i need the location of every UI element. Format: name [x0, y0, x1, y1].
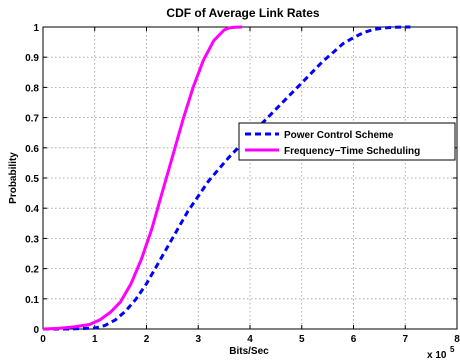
x-tick-label: 1 — [92, 334, 98, 345]
x-tick-label: 4 — [247, 334, 253, 345]
legend-label-power-control: Power Control Scheme — [284, 130, 394, 141]
x-multiplier-exponent: 5 — [450, 345, 455, 354]
y-tick-label: 0.2 — [25, 265, 39, 276]
y-tick-label: 0.8 — [25, 83, 39, 94]
x-tick-label: 2 — [144, 334, 150, 345]
x-tick-label: 0 — [40, 334, 46, 345]
y-tick-label: 1 — [33, 23, 39, 34]
y-tick-label: 0.5 — [25, 174, 39, 185]
y-tick-label: 0 — [33, 325, 39, 336]
y-axis-label: Probability — [8, 152, 19, 204]
x-tick-label: 5 — [299, 334, 305, 345]
legend-label-frequency-time: Frequency−Time Scheduling — [284, 146, 420, 157]
y-tick-label: 0.4 — [25, 204, 39, 215]
y-tick-label: 0.7 — [25, 114, 39, 125]
x-tick-label: 6 — [351, 334, 357, 345]
y-tick-label: 0.6 — [25, 144, 39, 155]
x-tick-label: 7 — [402, 334, 408, 345]
x-tick-label: 8 — [454, 334, 460, 345]
y-tick-label: 0.3 — [25, 234, 39, 245]
x-tick-label: 3 — [195, 334, 201, 345]
y-tick-label: 0.1 — [25, 295, 39, 306]
x-axis-label: Bits/Sec — [229, 346, 269, 357]
y-tick-label: 0.9 — [25, 53, 39, 64]
chart-title: CDF of Average Link Rates — [166, 6, 319, 20]
x-multiplier-label: x 10 — [427, 350, 447, 361]
legend: Power Control Scheme Frequency−Time Sche… — [239, 123, 455, 160]
